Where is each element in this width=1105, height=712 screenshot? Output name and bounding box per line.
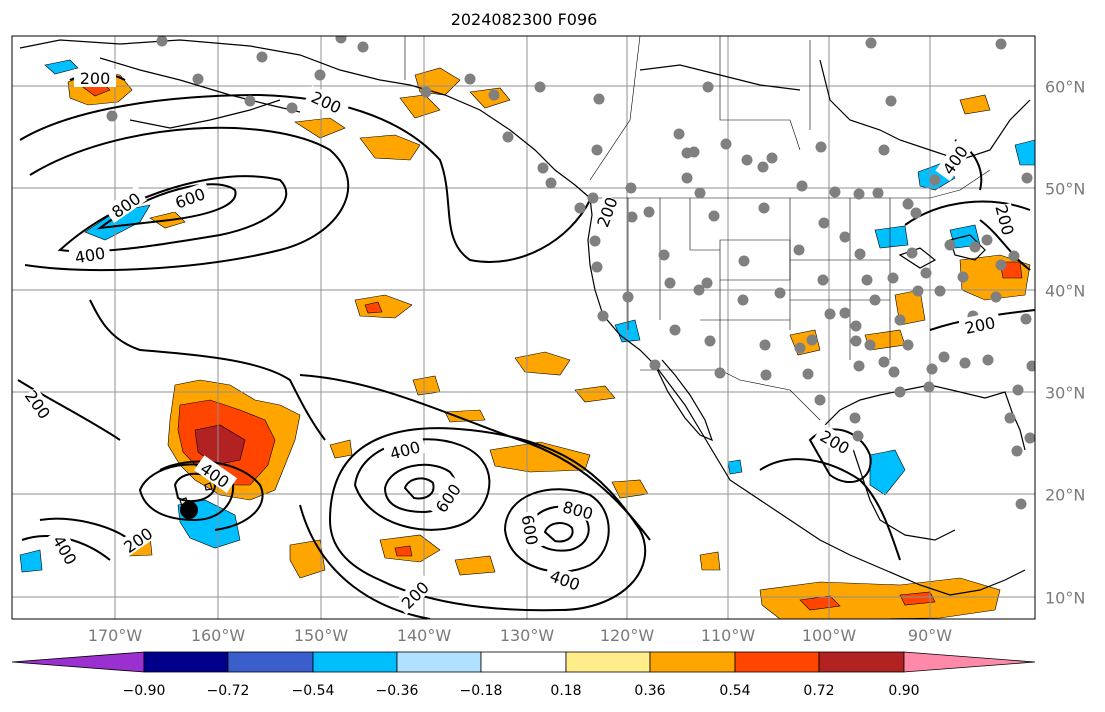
- station-markers: [106, 36, 1035, 510]
- lon-tick-label: 120°W: [599, 626, 655, 645]
- lon-tick-label: 110°W: [700, 626, 756, 645]
- colorbar-segment: [396, 651, 482, 673]
- colorbar-tick-label: −0.72: [206, 683, 250, 699]
- contour-label: 200: [80, 69, 111, 88]
- lon-tick-label: 100°W: [801, 626, 857, 645]
- colorbar-tick-label: 0.54: [719, 683, 751, 699]
- lat-tick-label: 40°N: [1045, 281, 1086, 301]
- colorbar-segment: [227, 651, 314, 673]
- lat-tick-label: 50°N: [1045, 179, 1086, 199]
- colorbar-extend-max: [903, 651, 1036, 673]
- colorbar: [11, 651, 1036, 673]
- lat-tick-label: 60°N: [1045, 77, 1086, 97]
- lon-tick-label: 140°W: [396, 626, 452, 645]
- map-gridlines: [12, 36, 1035, 619]
- lon-tick-label: 160°W: [190, 626, 246, 645]
- contour-label-group: 200 200 200 200 200 200 200 200 200 400 …: [21, 69, 1019, 615]
- tc-center-marker: [180, 501, 198, 519]
- colorbar-tick-label: −0.54: [291, 683, 335, 699]
- colorbar-extend-min: [11, 651, 145, 673]
- colorbar-tick-label: 0.18: [550, 683, 582, 699]
- lon-tick-label: 150°W: [293, 626, 349, 645]
- colorbar-tick-label: 0.36: [634, 683, 666, 699]
- lat-tick-label: 30°N: [1045, 383, 1086, 403]
- lon-tick-label: 130°W: [499, 626, 555, 645]
- colorbar-segment: [565, 651, 651, 673]
- lat-tick-label: 10°N: [1045, 588, 1086, 608]
- colorbar-segment: [480, 651, 567, 673]
- colorbar-tick-label: −0.90: [122, 683, 166, 699]
- map-frame: [11, 35, 1036, 620]
- colorbar-segment: [818, 651, 905, 673]
- colorbar-segment: [649, 651, 736, 673]
- colorbar-segment: [734, 651, 820, 673]
- colorbar-tick-label: −0.36: [375, 683, 419, 699]
- contours: [17, 72, 1035, 619]
- coastlines: [19, 39, 1031, 596]
- colorbar-segment: [312, 651, 398, 673]
- lon-tick-label: 170°W: [87, 626, 143, 645]
- lon-tick-label: 90°W: [907, 626, 953, 645]
- colorbar-segment: [143, 651, 229, 673]
- colorbar-tick-label: −0.18: [459, 683, 503, 699]
- map-title: 2024082300 F096: [450, 10, 598, 29]
- colorbar-tick-label: 0.90: [888, 683, 920, 699]
- colorbar-tick-label: 0.72: [803, 683, 835, 699]
- lat-tick-label: 20°N: [1045, 485, 1086, 505]
